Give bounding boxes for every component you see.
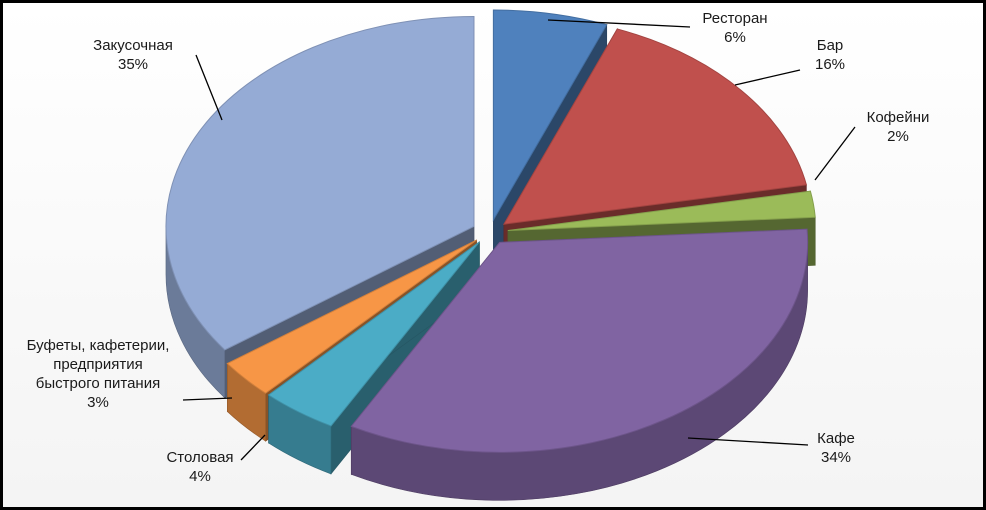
slice-label-1: Бар 16% xyxy=(815,37,845,73)
slice-label-2: Кофейни 2% xyxy=(867,109,930,145)
slice-label-6: Закусочная 35% xyxy=(93,37,173,73)
slice-value-label-1: 16% xyxy=(815,56,845,73)
slice-value-label-6: 35% xyxy=(118,56,148,73)
slice-value-label-4: 4% xyxy=(189,468,211,485)
leader-line-3 xyxy=(687,437,809,446)
slice-category-label-3: Кафе xyxy=(817,430,855,447)
slice-category-label-5: предприятия xyxy=(53,356,143,373)
pie-slice-4 xyxy=(267,241,480,427)
leader-line-4 xyxy=(240,434,266,461)
slice-value-label-3: 34% xyxy=(821,449,851,466)
leader-line-1 xyxy=(734,69,801,86)
slice-value-label-0: 6% xyxy=(724,29,746,46)
pie-slice-2 xyxy=(507,190,816,231)
slice-category-label-0: Ресторан xyxy=(702,10,767,27)
slice-value-label-5: 3% xyxy=(87,394,109,411)
slice-label-5: Буфеты, кафетерии, предприятия быстрого пи… xyxy=(27,337,170,411)
pie-slice-3 xyxy=(350,228,809,453)
leader-line-6 xyxy=(195,54,223,121)
slice-category-label-6: Закусочная xyxy=(93,37,173,54)
pie-slice-1 xyxy=(502,28,808,225)
leader-line-0 xyxy=(547,19,691,28)
slice-value-label-2: 2% xyxy=(887,128,909,145)
slice-label-0: Ресторан 6% xyxy=(702,10,767,46)
slice-label-4: Столовая 4% xyxy=(166,449,233,485)
slice-category-label-5: быстрого питания xyxy=(36,375,160,392)
slice-category-label-2: Кофейни xyxy=(867,109,930,126)
slice-category-label-5: Буфеты, кафетерии, xyxy=(27,337,170,354)
leader-line-2 xyxy=(814,126,856,181)
leader-line-5 xyxy=(182,397,233,401)
slice-label-3: Кафе 34% xyxy=(817,430,855,466)
pie-slice-6 xyxy=(165,15,475,351)
pie-slice-5 xyxy=(226,239,477,394)
pie-slice-0 xyxy=(492,9,608,222)
slice-category-label-4: Столовая xyxy=(166,449,233,466)
slice-category-label-1: Бар xyxy=(817,37,844,54)
